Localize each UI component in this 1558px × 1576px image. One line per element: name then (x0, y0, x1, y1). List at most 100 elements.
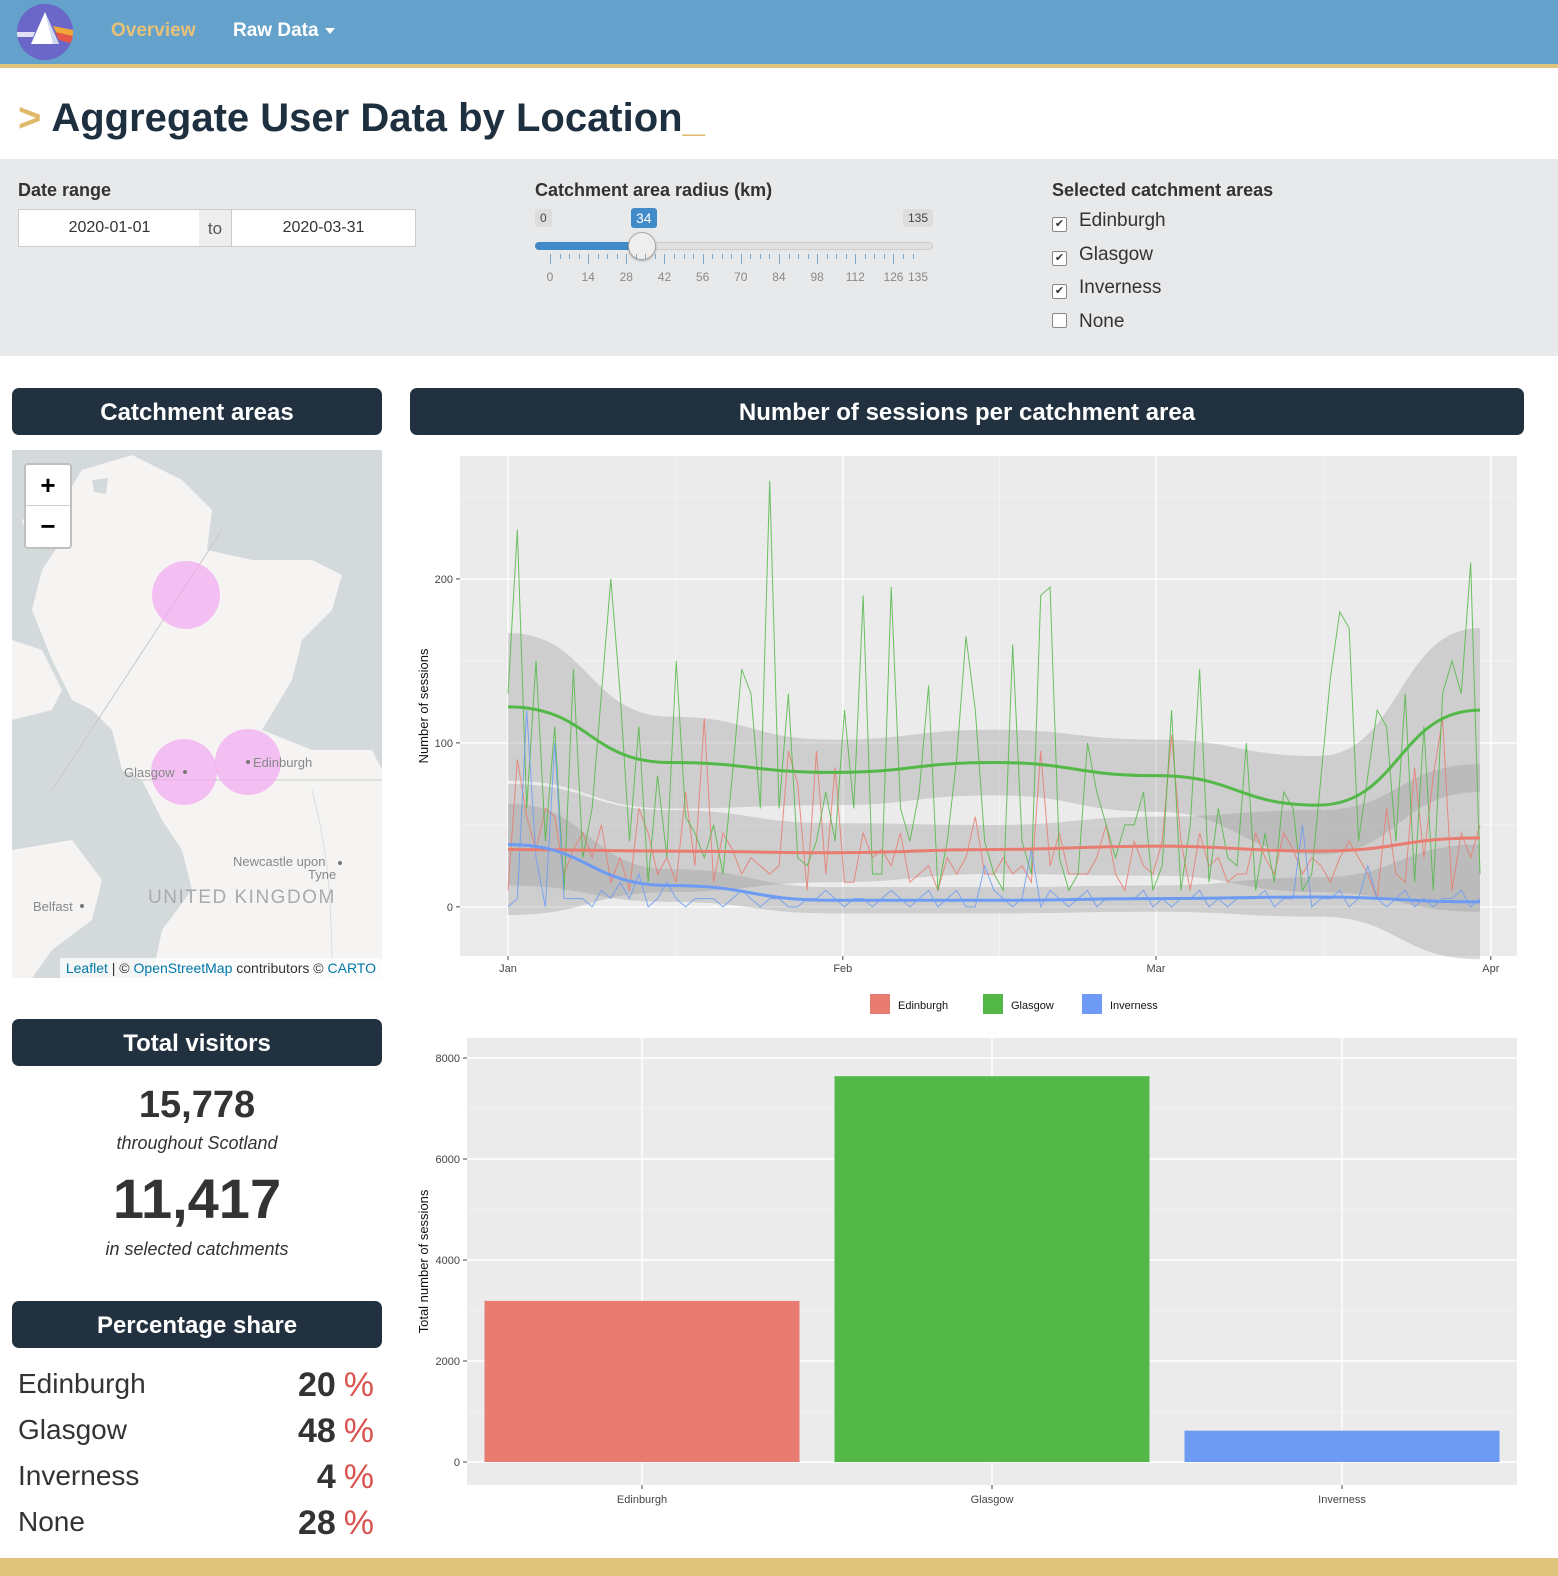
slider-max-label: 135 (903, 209, 934, 227)
slider-tick (569, 254, 571, 259)
date-range-label: Date range (18, 180, 112, 200)
legend-label: Inverness (1110, 1000, 1158, 1012)
checkbox-label: None (1079, 310, 1125, 332)
sessions-panel-header: Number of sessions per catchment area (410, 388, 1524, 435)
y-tick-label: 200 (435, 574, 453, 586)
slider-tick (597, 254, 599, 259)
leaflet-link[interactable]: Leaflet (65, 960, 108, 976)
date-from-input[interactable]: 2020-01-01 (18, 209, 201, 247)
map-label-newcastle: Newcastle upon (233, 854, 326, 869)
slider-tick (864, 254, 866, 259)
slider-tick-label: 135 (907, 270, 929, 284)
checkbox-label: Glasgow (1079, 243, 1153, 265)
slider-min-label: 0 (535, 209, 552, 227)
bar-category-label: Edinburgh (617, 1494, 667, 1506)
share-value: 28% (298, 1504, 374, 1543)
bar-glasgow (834, 1076, 1150, 1462)
slider-tick-label: 28 (619, 270, 633, 284)
map-zoom-control: + − (24, 463, 72, 549)
nav-raw-data-dropdown[interactable]: Raw Data (233, 20, 335, 42)
y-tick-label: 8000 (436, 1053, 460, 1065)
osm-link[interactable]: OpenStreetMap (133, 960, 233, 976)
map-label-edinburgh: Edinburgh (253, 755, 312, 770)
slider-tick (807, 254, 809, 259)
title-prefix: > (18, 96, 42, 140)
x-tick-label: Jan (499, 963, 517, 975)
area-checkbox-none[interactable]: None (1052, 311, 1124, 333)
bar-category-label: Inverness (1318, 1494, 1366, 1506)
share-name: Edinburgh (18, 1368, 146, 1399)
slider-tick-label: 70 (734, 270, 748, 284)
visitors-panel-header: Total visitors (12, 1019, 382, 1066)
slider-tick (750, 254, 752, 259)
slider-tick (616, 254, 618, 259)
x-tick-label: Feb (833, 963, 852, 975)
map-canvas[interactable]: Glasgow Edinburgh Newcastle upon Tyne Be… (12, 450, 382, 978)
percent-sign: % (343, 1458, 374, 1496)
area-checkbox-inverness[interactable]: ✔ Inverness (1052, 277, 1161, 299)
slider-tick (693, 254, 695, 259)
total-visitors-caption: throughout Scotland (116, 1133, 278, 1153)
areas-label: Selected catchment areas (1052, 180, 1274, 200)
checkbox-label: Edinburgh (1079, 210, 1166, 231)
attribution-sep: | © (107, 960, 134, 976)
slider-tick (654, 254, 656, 259)
slider-tick (759, 254, 761, 259)
percent-sign: % (343, 1412, 374, 1450)
date-to-input[interactable]: 2020-03-31 (231, 209, 416, 247)
slider-tick (788, 254, 790, 259)
checkbox-label: Inverness (1079, 277, 1162, 298)
share-value: 48% (298, 1412, 374, 1451)
legend-key-edinburgh (870, 994, 890, 1014)
area-checkbox-glasgow[interactable]: ✔ Glasgow (1052, 244, 1153, 266)
zoom-out-button[interactable]: − (40, 511, 56, 541)
y-axis-label: Number of sessions (416, 648, 431, 763)
slider-tick-label: 42 (657, 270, 672, 284)
checkbox-icon[interactable]: ✔ (1052, 217, 1067, 232)
slider-tick (874, 254, 876, 259)
bar-edinburgh (484, 1300, 800, 1462)
slider-tick (769, 254, 771, 259)
total-visitors-value: 15,778 (138, 1084, 256, 1126)
map-label-belfast: Belfast (33, 899, 73, 914)
slider-handle[interactable] (628, 232, 656, 260)
slider-tick (845, 254, 847, 259)
share-row: Edinburgh 20% (18, 1366, 374, 1408)
slider-tick (817, 254, 819, 264)
checkbox-icon[interactable] (1052, 312, 1067, 328)
y-tick-label: 100 (435, 738, 453, 750)
checkbox-icon[interactable]: ✔ (1052, 250, 1067, 266)
sessions-charts: 0 100 200 Jan Feb Mar Apr Number of sessions Edi… (416, 456, 1517, 1506)
slider-tick (664, 254, 666, 264)
share-number: 4 (316, 1458, 336, 1496)
share-value: 20% (298, 1366, 374, 1405)
slider-tick (683, 254, 685, 259)
slider-tick (635, 254, 637, 259)
slider-tick (855, 254, 857, 264)
bar-y-axis-label: Total number of sessions (416, 1189, 431, 1333)
catchment-map[interactable]: Glasgow Edinburgh Newcastle upon Tyne Be… (12, 450, 382, 978)
title-text: Aggregate User Data by Location (51, 96, 683, 140)
legend-label: Edinburgh (898, 1000, 948, 1012)
carto-link[interactable]: CARTO (327, 960, 377, 976)
bar-category-label: Glasgow (971, 1494, 1014, 1506)
zoom-in-button[interactable]: + (40, 470, 56, 500)
trend-line-edinburgh (507, 836, 1481, 855)
y-tick-label: 0 (447, 902, 453, 914)
slider-tick (550, 254, 551, 264)
app-logo[interactable] (17, 4, 73, 60)
area-checkbox-edinburgh[interactable]: ✔ Edinburgh (1052, 210, 1166, 232)
slider-tick (778, 254, 780, 264)
navbar: Overview Raw Data (0, 0, 1558, 68)
nav-overview[interactable]: Overview (111, 20, 196, 41)
checkbox-icon[interactable]: ✔ (1052, 284, 1067, 299)
catchment-inverness[interactable] (152, 561, 220, 629)
share-value: 4% (317, 1458, 374, 1497)
page-footer-bar (0, 1558, 1558, 1576)
y-tick-label: 4000 (436, 1255, 460, 1267)
slider-tick (893, 254, 895, 264)
slider-tick (588, 254, 590, 264)
date-separator: to (199, 209, 231, 247)
slider-tick (826, 254, 828, 259)
zoom-divider (26, 505, 70, 506)
